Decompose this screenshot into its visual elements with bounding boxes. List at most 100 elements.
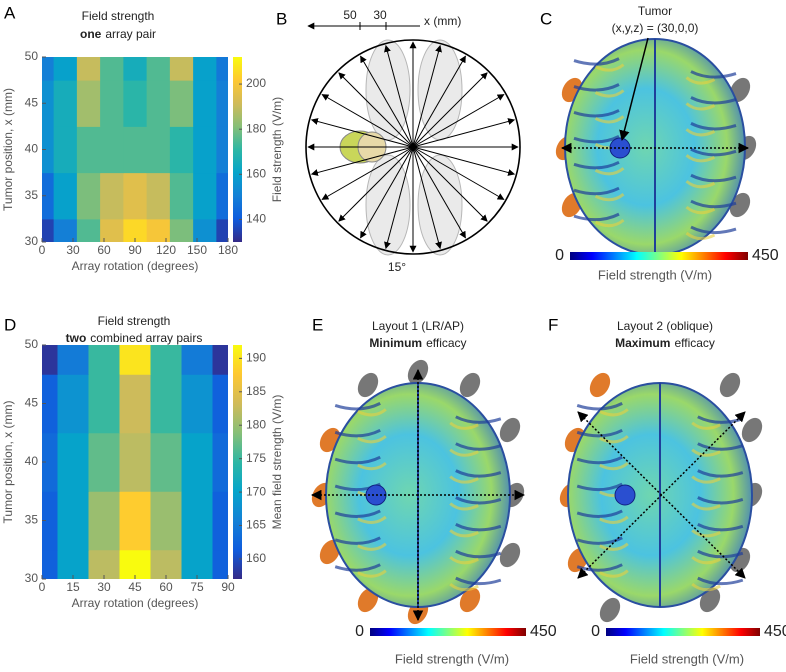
heat-cell	[76, 57, 101, 81]
sulcus	[576, 402, 623, 411]
sulcus	[573, 109, 620, 118]
gyrus	[594, 115, 625, 124]
heat-cell	[42, 80, 55, 127]
x-tick-label: 0	[39, 580, 46, 594]
layout-efficacy: Maximum efficacy	[615, 336, 715, 350]
x-tick-label: 30	[97, 580, 111, 594]
colorbar-tick-label: 160	[246, 166, 266, 180]
direction-arrow	[360, 146, 414, 239]
colorbar-tick-label: 200	[246, 76, 266, 90]
direction-arrow	[412, 146, 488, 222]
layout-efficacy: Minimum efficacy	[369, 336, 466, 350]
heat-cell	[216, 172, 228, 220]
colorbar-tick-label: 450	[530, 623, 557, 640]
rotation-diagram: 50 30 x (mm) 15°	[305, 8, 521, 274]
heat-cell	[53, 57, 78, 81]
direction-arrow	[384, 44, 414, 148]
gyrus	[685, 205, 716, 215]
colorbar-label: Field strength (V/m)	[395, 651, 509, 666]
heat-cell	[212, 374, 228, 434]
gyrus	[594, 89, 625, 98]
sulcus	[455, 415, 502, 424]
heat-cell	[76, 172, 101, 220]
heat-cell	[193, 57, 217, 81]
tumor	[614, 484, 636, 506]
gyrus	[685, 180, 716, 189]
sulcus	[690, 173, 737, 183]
cells	[42, 345, 228, 579]
sulcus	[455, 549, 502, 559]
y-tick-label: 35	[25, 513, 39, 527]
heat-cell	[42, 172, 55, 220]
gyrus	[594, 218, 625, 228]
heat-cell	[57, 549, 89, 579]
sulcus	[334, 563, 381, 572]
x-tick-label: 75	[190, 580, 204, 594]
field-colorbar: 0 450 Field strength (V/m)	[591, 623, 786, 666]
tumor-label: Tumor	[638, 4, 672, 18]
heat-cell	[169, 80, 194, 127]
heat-cell	[57, 345, 89, 375]
y-tick-label: 35	[25, 188, 39, 202]
axis-tick: 50	[343, 8, 357, 22]
heat-cell	[53, 80, 78, 127]
heat-cell	[100, 80, 124, 127]
sulcus	[455, 523, 502, 532]
y-tick-label: 40	[25, 454, 39, 468]
heat-cell	[100, 218, 124, 242]
heat-cell	[150, 345, 182, 375]
heat-cell	[193, 172, 217, 220]
heat-cell	[150, 374, 182, 434]
direction-arrow	[412, 94, 505, 148]
heat-cell	[123, 80, 148, 127]
gyrus	[685, 231, 716, 241]
y-axis-label: Tumor position, x (mm)	[1, 88, 15, 211]
heat-cell	[76, 218, 101, 242]
heat-cell	[42, 218, 55, 242]
x-tick-label: 15	[66, 580, 80, 594]
sulcus	[334, 428, 381, 438]
colorbar-tick-label: 450	[752, 247, 779, 264]
heat-cell	[88, 491, 120, 551]
heat-cell	[119, 549, 151, 579]
heat-cell	[181, 345, 213, 375]
heat-cell	[150, 549, 182, 579]
sulcus	[455, 442, 502, 451]
colorbar-tick-label: 180	[246, 121, 266, 135]
heat-cell	[100, 126, 124, 174]
gyrus	[449, 475, 479, 484]
x-tick-label: 120	[156, 243, 176, 257]
heat-cell	[212, 549, 228, 579]
colorbar-tick-label: 450	[764, 623, 786, 640]
heat-cell	[212, 345, 228, 375]
gyrus	[449, 448, 479, 457]
colorbar	[570, 252, 748, 260]
x-tick-label: 45	[128, 580, 142, 594]
y-tick-label: 50	[25, 337, 39, 351]
field-colorbar: 0 450 Field strength (V/m)	[555, 247, 779, 282]
axis-tick: 30	[373, 8, 387, 22]
gyrus	[357, 408, 387, 417]
heat-cell	[119, 432, 151, 492]
heat-cell	[88, 345, 120, 375]
gyrus	[449, 582, 479, 592]
sulcus	[573, 186, 620, 196]
direction-arrow	[412, 118, 516, 148]
axis-label: x (mm)	[424, 14, 461, 28]
heat-cell	[53, 172, 78, 220]
colorbar-tick-label: 175	[246, 451, 266, 465]
heat-cell	[123, 126, 148, 174]
heat-cell	[216, 126, 228, 174]
direction-arrow	[412, 55, 466, 148]
heat-cell	[76, 126, 101, 174]
sulcus	[690, 225, 737, 235]
transducer	[741, 417, 763, 443]
sulcus	[573, 135, 620, 144]
direction-arrow	[412, 146, 516, 176]
field-direction	[577, 411, 746, 579]
x-axis-label: Array rotation (degrees)	[72, 596, 199, 610]
heat-cell	[193, 126, 217, 174]
heat-cell	[88, 549, 120, 579]
brain-f	[559, 372, 763, 623]
